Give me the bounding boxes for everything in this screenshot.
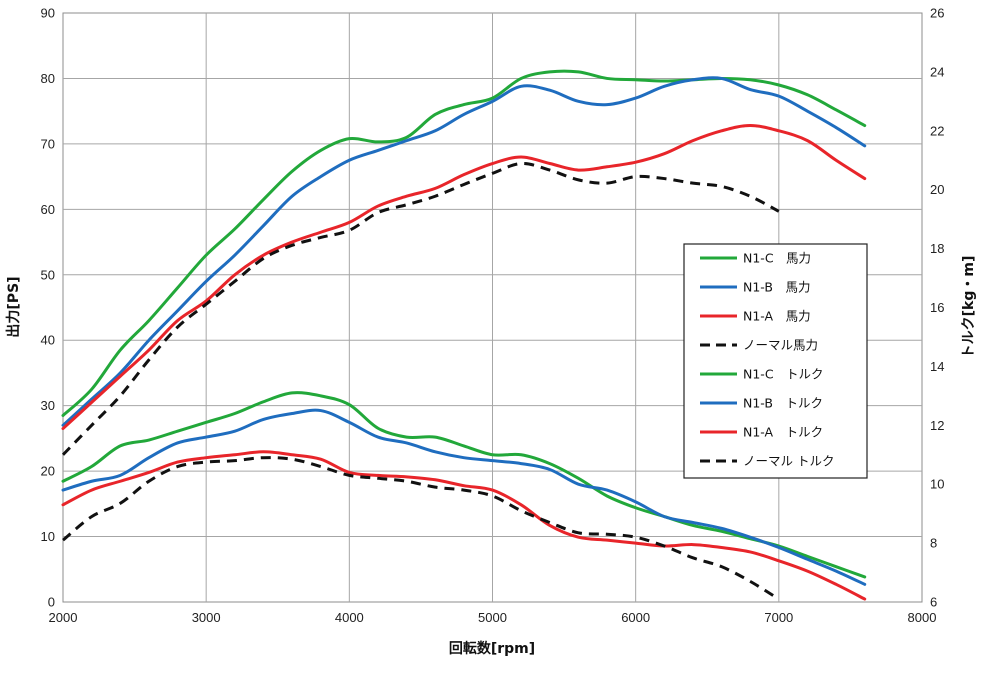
y-left-tick-label: 10 — [41, 529, 55, 544]
x-tick-label: 6000 — [621, 610, 650, 625]
x-tick-label: 4000 — [335, 610, 364, 625]
y-right-tick-label: 22 — [930, 123, 944, 138]
y-right-tick-label: 8 — [930, 536, 937, 551]
series-line-2 — [61, 76, 867, 427]
legend-label: N1-A 馬力 — [743, 309, 811, 324]
y-right-tick-label: 10 — [930, 477, 944, 492]
y-right-axis-title: トルク[kg・m] — [961, 256, 977, 359]
y-left-tick-label: 50 — [41, 267, 55, 282]
legend-label: N1-B 馬力 — [743, 280, 810, 295]
legend-label: N1-C トルク — [743, 367, 824, 382]
x-tick-label: 8000 — [908, 610, 937, 625]
tick-labels: 2000 3000 4000 5000 6000 7000 8000 0 10 20 30 40 50 6… — [41, 6, 945, 626]
legend-label: ノーマル馬力 — [743, 338, 818, 353]
y-left-tick-label: 20 — [41, 464, 55, 479]
y-left-tick-label: 40 — [41, 333, 55, 348]
y-left-tick-label: 0 — [48, 595, 55, 610]
y-left-tick-label: 30 — [41, 398, 55, 413]
x-tick-label: 5000 — [478, 610, 507, 625]
y-right-tick-label: 6 — [930, 595, 937, 610]
y-left-tick-label: 90 — [41, 6, 55, 21]
y-left-tick-label: 80 — [41, 71, 55, 86]
y-right-tick-label: 12 — [930, 418, 944, 433]
legend-label: N1-C 馬力 — [743, 251, 811, 266]
series-lines — [61, 69, 867, 601]
series-line-8 — [62, 456, 780, 601]
y-left-tick-label: 70 — [41, 136, 55, 151]
series-line-5 — [61, 391, 867, 579]
series-line-4 — [61, 162, 780, 456]
x-tick-label: 3000 — [192, 610, 221, 625]
legend-box — [683, 243, 868, 479]
y-left-tick-label: 60 — [41, 202, 55, 217]
x-tick-label: 7000 — [764, 610, 793, 625]
series-line-6 — [61, 408, 867, 586]
y-right-tick-label: 18 — [930, 241, 944, 256]
series-line-3 — [61, 124, 867, 431]
y-right-tick-label: 16 — [930, 300, 944, 315]
series-line-7 — [61, 450, 867, 601]
y-left-axis-title: 出力[PS] — [5, 276, 22, 337]
y-right-tick-label: 24 — [930, 64, 944, 79]
series-line-1 — [61, 69, 867, 417]
legend-label: N1-A トルク — [743, 425, 823, 440]
x-tick-label: 2000 — [49, 610, 78, 625]
y-right-tick-label: 14 — [930, 359, 944, 374]
y-right-tick-label: 20 — [930, 182, 944, 197]
y-right-tick-label: 26 — [930, 6, 944, 21]
x-axis-title: 回転数[rpm] — [449, 640, 535, 657]
legend-label: N1-B トルク — [743, 396, 823, 411]
legend-label: ノーマル トルク — [743, 454, 834, 469]
